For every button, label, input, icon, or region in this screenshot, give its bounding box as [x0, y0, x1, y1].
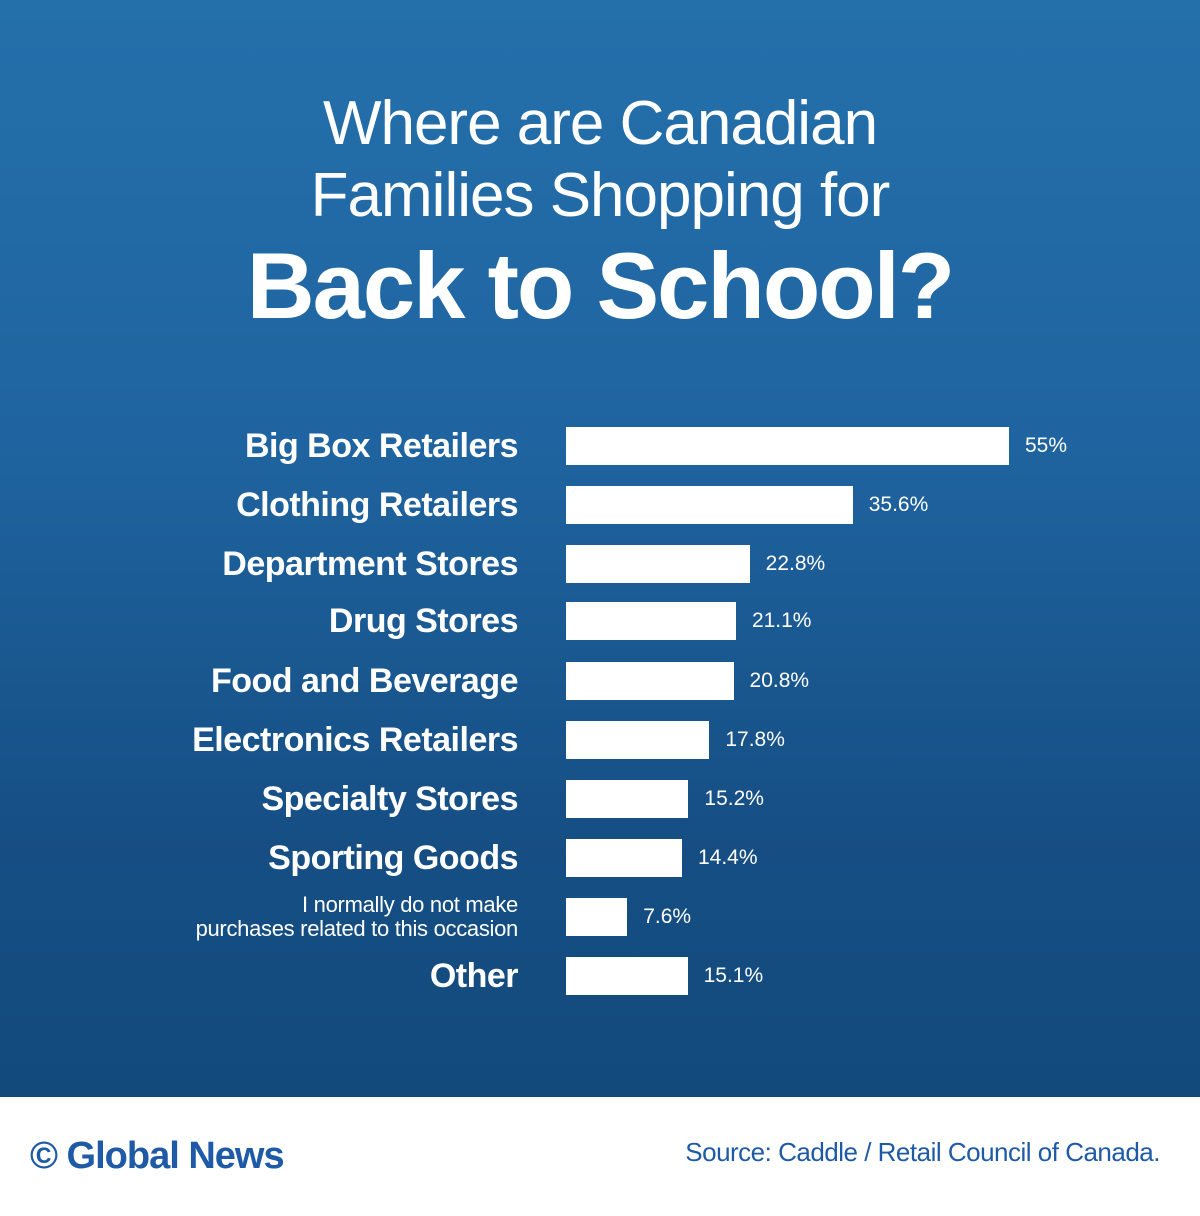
bar-label: Other — [429, 957, 519, 995]
bar-value: 14.4% — [697, 846, 758, 869]
bar — [566, 839, 682, 877]
bar-row: I normally do not make purchases related… — [0, 893, 1200, 941]
bar-value: 15.2% — [704, 787, 764, 810]
bar-row: Electronics Retailers 17.8% — [0, 721, 1200, 759]
bar — [566, 486, 853, 524]
bar-row: Clothing Retailers 35.6% — [0, 486, 1200, 524]
bar-value: 15.1% — [703, 964, 764, 987]
chart-panel: Where are Canadian Families Shopping for… — [0, 0, 1200, 1097]
bar-label: Big Box Retailers — [244, 427, 519, 465]
bar-label: Electronics Retailers — [192, 721, 518, 759]
bar — [566, 427, 1009, 465]
bar-row: Specialty Stores 15.2% — [0, 780, 1200, 818]
bar — [566, 957, 688, 995]
bar-value: 7.6% — [643, 905, 692, 928]
bar-row: Food and Beverage 20.8% — [0, 662, 1200, 700]
bar — [566, 780, 689, 818]
title-line-3: Back to School? — [246, 233, 955, 338]
bar-row: Sporting Goods 14.4% — [0, 839, 1200, 877]
source-note: Source: Caddle / Retail Council of Canad… — [685, 1137, 1160, 1167]
bar-label: Clothing Retailers — [236, 486, 518, 524]
bar — [566, 898, 628, 936]
bar-value: 21.1% — [751, 609, 812, 632]
bar — [566, 662, 734, 700]
bar-value: 20.8% — [749, 669, 810, 692]
bar-row: Drug Stores 21.1% — [0, 602, 1200, 640]
bar-label: Specialty Stores — [261, 780, 518, 818]
bar-label: Drug Stores — [328, 602, 519, 640]
bar-value: 22.8% — [765, 552, 826, 575]
title-line-2: Families Shopping for — [310, 161, 891, 230]
brand-logo: © Global News — [30, 1135, 285, 1177]
bar — [566, 602, 736, 640]
bar-label: I normally do not make purchases related… — [195, 892, 519, 941]
bar-value: 55% — [1025, 434, 1068, 457]
bar-value: 17.8% — [725, 728, 785, 751]
bar-value: 35.6% — [868, 493, 929, 516]
bar-row: Big Box Retailers 55% — [0, 427, 1200, 465]
bar-label: Sporting Goods — [268, 839, 518, 877]
bar — [566, 721, 710, 759]
footer: © Global News Source: Caddle / Retail Co… — [0, 1097, 1200, 1216]
title-line-1: Where are Canadian — [322, 89, 878, 158]
bar-label-line-1: I normally do not make — [302, 892, 518, 917]
bar — [566, 545, 750, 583]
bar-label: Food and Beverage — [210, 662, 519, 700]
bar-label: Department Stores — [222, 545, 518, 583]
bar-row: Other 15.1% — [0, 957, 1200, 995]
bar-row: Department Stores 22.8% — [0, 545, 1200, 583]
bar-label-line-2: purchases related to this occasion — [195, 916, 519, 941]
